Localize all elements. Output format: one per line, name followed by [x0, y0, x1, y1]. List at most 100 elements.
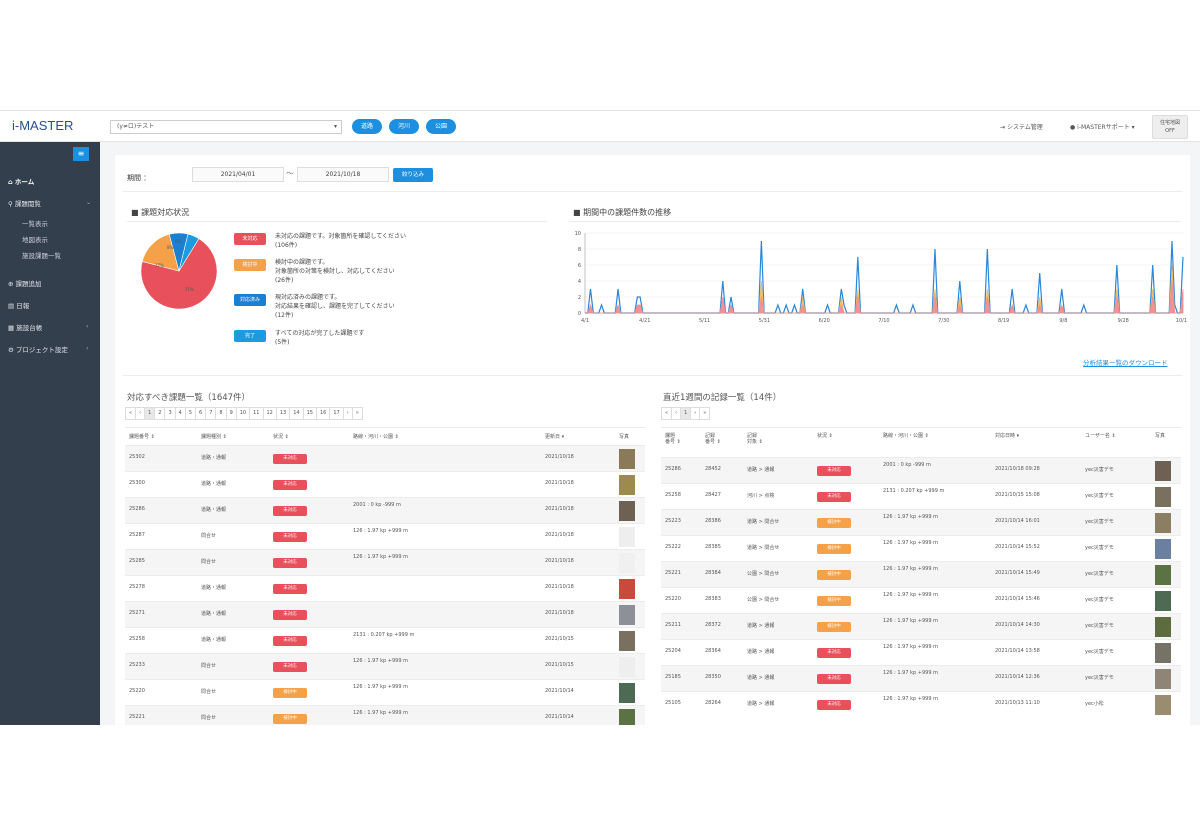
photo-thumbnail[interactable] — [1155, 591, 1171, 611]
user-menu[interactable]: ● i-MASTERサポート ▾ — [1070, 124, 1135, 131]
housing-map-toggle[interactable]: 住宅地図 OFF — [1152, 115, 1188, 139]
pager-button[interactable]: 14 — [289, 407, 304, 420]
photo-thumbnail[interactable] — [1155, 695, 1171, 715]
table-row[interactable]: 25185 28350 道路 > 通報 未対応 126 : 1.97 kp +999 m… — [661, 665, 1181, 691]
left-col-header[interactable]: 課題番号 ⇕ — [129, 434, 155, 440]
photo-thumbnail[interactable] — [619, 709, 635, 729]
left-col-header[interactable]: 更新日 ▾ — [545, 434, 565, 440]
table-row[interactable]: 25233 問合せ 未対応 126 : 1.97 kp +999 m 2021/10/1… — [125, 653, 645, 679]
table-row[interactable]: 25211 28372 道路 > 通報 検討中 126 : 1.97 kp +999 m… — [661, 613, 1181, 639]
divider — [127, 221, 547, 222]
login-icon: ⇥ — [1000, 124, 1006, 131]
app-logo[interactable]: i-MASTER — [12, 118, 74, 133]
photo-thumbnail[interactable] — [619, 553, 635, 573]
pager-button[interactable]: 15 — [302, 407, 317, 420]
x-tick-label: 9/28 — [1118, 318, 1129, 324]
table-row[interactable]: 25222 28385 道路 > 問合せ 検討中 126 : 1.97 kp +999 … — [661, 535, 1181, 561]
pager-button[interactable]: 16 — [316, 407, 331, 420]
right-col-header[interactable]: 路線・河川・公園 ⇕ — [883, 433, 929, 439]
table-row[interactable]: 25221 28384 公園 > 問合せ 検討中 126 : 1.97 kp +999 … — [661, 561, 1181, 587]
table-row[interactable]: 25271 道路・通報 未対応 2021/10/18 — [125, 601, 645, 627]
table-row[interactable]: 25204 28364 道路 > 通報 未対応 126 : 1.97 kp +999 m… — [661, 639, 1181, 665]
right-col-header[interactable]: 状況 ⇕ — [817, 433, 833, 439]
photo-thumbnail[interactable] — [1155, 513, 1171, 533]
right-col-header[interactable]: 記録 番号 ⇕ — [705, 433, 721, 445]
table-row[interactable]: 25223 28386 道路 > 問合せ 検討中 126 : 1.97 kp +999 … — [661, 509, 1181, 535]
place-cell: 126 : 1.97 kp +999 m — [353, 684, 408, 690]
table-row[interactable]: 25258 28427 河川 > 点検 未対応 2131 : 0.207 kp +999… — [661, 483, 1181, 509]
pager-button[interactable]: 17 — [329, 407, 344, 420]
x-tick-label: 9/8 — [1059, 318, 1067, 324]
date-from-input[interactable]: 2021/04/01 — [192, 167, 284, 182]
sidebar-item-facility-ledger[interactable]: ▦ 施設台帳 — [8, 324, 43, 332]
issue-type-cell: 問合せ — [201, 559, 217, 565]
photo-thumbnail[interactable] — [619, 579, 635, 599]
pager-button[interactable]: 11 — [249, 407, 264, 420]
download-analysis-link[interactable]: 分析結果一覧のダウンロード — [1083, 359, 1168, 367]
photo-thumbnail[interactable] — [619, 449, 635, 469]
photo-thumbnail[interactable] — [1155, 487, 1171, 507]
right-col-header[interactable]: 記録 対象 ⇕ — [747, 433, 763, 445]
pager-button[interactable]: 13 — [275, 407, 291, 420]
sidebar-sub-list[interactable]: 一覧表示 — [22, 220, 48, 228]
project-select[interactable]: (y≠ロ)テスト ▾ — [110, 120, 342, 134]
filter-submit-button[interactable]: 絞り込み — [393, 168, 433, 182]
top-bar: i-MASTER (y≠ロ)テスト ▾ 道路 河川 公園 ⇥ システム管理 ● … — [0, 110, 1200, 142]
photo-thumbnail[interactable] — [1155, 565, 1171, 585]
sidebar-item-home[interactable]: ⌂ ホーム — [8, 178, 35, 186]
left-col-header[interactable]: 課題種別 ⇕ — [201, 434, 227, 440]
date-to-input[interactable]: 2021/10/18 — [297, 167, 389, 182]
photo-thumbnail[interactable] — [619, 475, 635, 495]
photo-thumbnail[interactable] — [1155, 461, 1171, 481]
nav-road-button[interactable]: 道路 — [352, 119, 382, 134]
left-col-header[interactable]: 状況 ⇕ — [273, 434, 289, 440]
table-row[interactable]: 25105 28264 道路 > 通報 未対応 126 : 1.97 kp +999 m… — [661, 691, 1181, 717]
pager-button[interactable]: 10 — [235, 407, 251, 420]
sidebar-item-add-issue[interactable]: ⊕ 課題追加 — [8, 280, 42, 288]
issue-id-cell: 25204 — [665, 648, 681, 654]
table-row[interactable]: 25286 道路・通報 未対応 2001 : 0 kp -999 m 2021/10/1… — [125, 497, 645, 523]
photo-thumbnail[interactable] — [619, 501, 635, 521]
pager-button[interactable]: 12 — [262, 407, 277, 420]
table-row[interactable]: 25302 道路・通報 未対応 2021/10/18 — [125, 445, 645, 471]
photo-thumbnail[interactable] — [1155, 617, 1171, 637]
datetime-cell: 2021/10/14 13:58 — [995, 648, 1040, 654]
table-row[interactable]: 25278 道路・通報 未対応 2021/10/18 — [125, 575, 645, 601]
right-col-header[interactable]: 課題 番号 ⇕ — [665, 433, 681, 445]
photo-thumbnail[interactable] — [1155, 669, 1171, 689]
table-row[interactable]: 25285 問合せ 未対応 126 : 1.97 kp +999 m 2021/10/1… — [125, 549, 645, 575]
photo-thumbnail[interactable] — [619, 631, 635, 651]
place-cell: 2131 : 0.207 kp +999 m — [883, 488, 945, 494]
table-row[interactable]: 25220 28383 公園 > 問合せ 検討中 126 : 1.97 kp +999 … — [661, 587, 1181, 613]
photo-thumbnail[interactable] — [1155, 539, 1171, 559]
table-row[interactable]: 25220 問合せ 検討中 126 : 1.97 kp +999 m 2021/10/1… — [125, 679, 645, 705]
sidebar-item-daily-report[interactable]: ▤ 日報 — [8, 302, 30, 310]
sidebar-sub-map[interactable]: 地図表示 — [22, 236, 48, 244]
left-col-header[interactable]: 路線・河川・公園 ⇕ — [353, 434, 399, 440]
sidebar-item-issues[interactable]: ⚲ 課題閲覧 — [8, 200, 41, 208]
sidebar-item-project-settings[interactable]: ⚙ プロジェクト設定 — [8, 346, 68, 354]
photo-thumbnail[interactable] — [619, 605, 635, 625]
photo-thumbnail[interactable] — [619, 527, 635, 547]
photo-thumbnail[interactable] — [1155, 643, 1171, 663]
hamburger-menu-icon[interactable]: ≡ — [73, 147, 89, 161]
issue-id-cell: 25286 — [665, 466, 681, 472]
sidebar-sub-facility-issues[interactable]: 施設課題一覧 — [22, 252, 61, 260]
nav-park-button[interactable]: 公園 — [426, 119, 456, 134]
updated-date-cell: 2021/10/15 — [545, 662, 574, 668]
table-row[interactable]: 25286 28452 道路 > 通報 未対応 2001 : 0 kp -999 m 20… — [661, 457, 1181, 483]
table-row[interactable]: 25300 道路・通報 未対応 2021/10/18 — [125, 471, 645, 497]
right-col-header[interactable]: 対応日時 ▾ — [995, 433, 1020, 439]
table-row[interactable]: 25258 道路・通報 未対応 2131 : 0.207 kp +999 m 2021/… — [125, 627, 645, 653]
issue-type-cell: 道路・通報 — [201, 455, 227, 461]
right-col-header[interactable]: ユーザー名 ⇕ — [1085, 433, 1116, 439]
table-row[interactable]: 25287 問合せ 未対応 126 : 1.97 kp +999 m 2021/10/1… — [125, 523, 645, 549]
nav-river-button[interactable]: 河川 — [389, 119, 419, 134]
system-admin-link[interactable]: ⇥ システム管理 — [1000, 124, 1043, 131]
photo-thumbnail[interactable] — [619, 683, 635, 703]
pager-button[interactable]: » — [351, 407, 363, 420]
photo-thumbnail[interactable] — [619, 657, 635, 677]
pager-button[interactable]: » — [699, 407, 711, 420]
issue-id-cell: 25220 — [665, 596, 681, 602]
divider — [661, 427, 1181, 428]
